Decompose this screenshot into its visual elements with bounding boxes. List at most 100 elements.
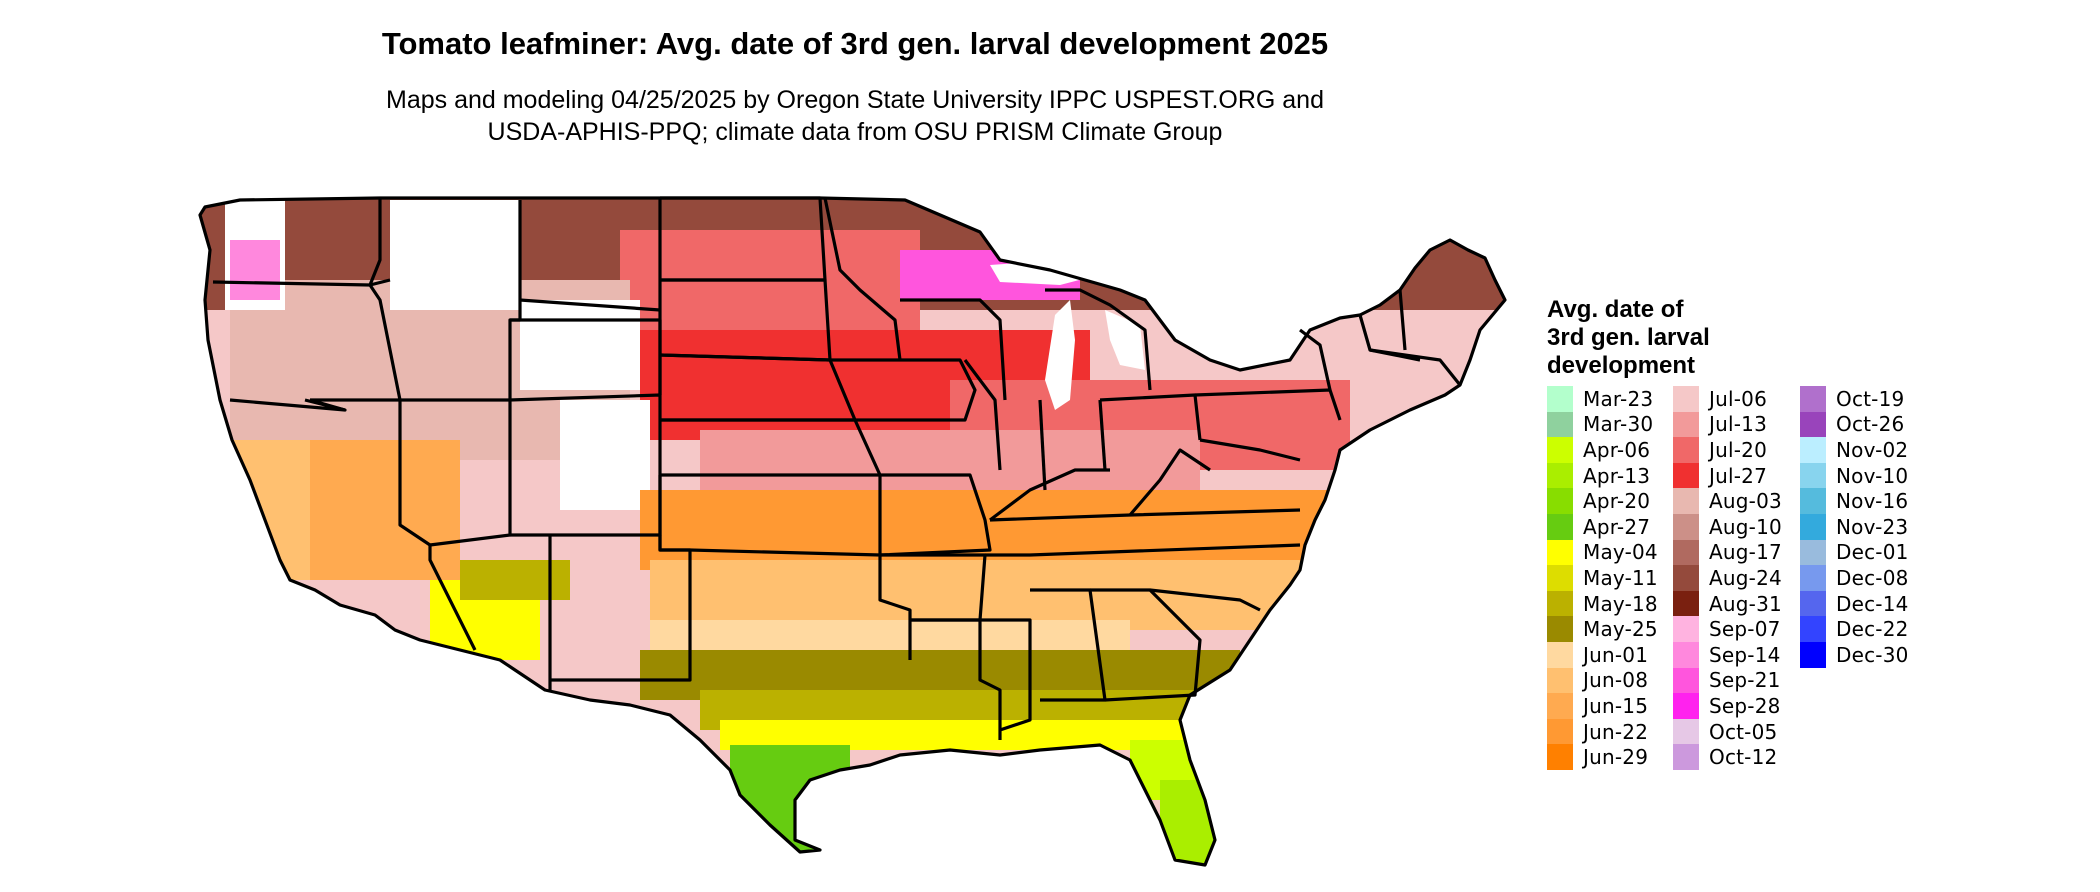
legend-label: May-04: [1583, 540, 1658, 565]
border-ok-west: [658, 475, 690, 552]
legend-swatch: [1800, 386, 1826, 412]
border-in-oh: [1098, 399, 1107, 471]
lake-huron: [1105, 310, 1145, 370]
legend-swatch: [1547, 565, 1573, 591]
legend-label: Aug-10: [1709, 514, 1782, 539]
legend-swatch: [1800, 462, 1826, 489]
legend-item: Aug-10: [1673, 513, 1782, 540]
border-ny-pa: [1299, 328, 1332, 391]
border-ms: [980, 618, 1032, 732]
border-al: [1030, 588, 1107, 702]
legend-swatch: [1673, 539, 1699, 566]
legend-label: Nov-02: [1836, 437, 1909, 462]
legend-item: Dec-30: [1800, 641, 1909, 668]
border-in-west: [1038, 399, 1047, 491]
legend-item: Mar-30: [1547, 411, 1658, 438]
legend-title: Avg. date of 3rd gen. larval development: [1547, 296, 1807, 380]
border-md: [1199, 438, 1301, 462]
legend-swatch: [1547, 488, 1573, 514]
legend-column-3: Oct-19 Oct-26 Nov-02 Nov-10 Nov-16 Nov-23 Dec-…: [1800, 386, 1909, 668]
legend-label: Aug-03: [1709, 489, 1782, 514]
legend-label: Oct-05: [1709, 719, 1778, 744]
legend-label: Jul-20: [1709, 437, 1767, 462]
legend-item: Apr-13: [1547, 462, 1658, 489]
legend-swatch: [1800, 513, 1826, 540]
us-outline: [198, 196, 1507, 867]
legend-item: Jul-06: [1673, 386, 1782, 412]
border-id-west: [368, 198, 402, 401]
legend-swatch: [1547, 539, 1573, 566]
border-il: [963, 359, 1002, 471]
legend-item: Nov-02: [1800, 437, 1909, 463]
legend-swatch: [1547, 590, 1573, 617]
legend-item: Sep-07: [1673, 616, 1782, 642]
legend-item: Jul-20: [1673, 437, 1782, 463]
legend-swatch: [1800, 565, 1826, 591]
border-sc-north: [1149, 588, 1261, 612]
legend-swatch: [1800, 539, 1826, 566]
legend-item: May-04: [1547, 539, 1658, 566]
legend-item: Nov-16: [1800, 488, 1909, 514]
legend-label: Jun-01: [1583, 642, 1649, 667]
legend-label: Mar-30: [1583, 412, 1654, 437]
border-ks: [660, 418, 882, 477]
legend-item: Oct-12: [1673, 744, 1782, 770]
legend-item: Aug-31: [1673, 590, 1782, 617]
legend-label: Sep-07: [1709, 617, 1781, 642]
legend-label: Sep-21: [1709, 668, 1781, 693]
lake-michigan: [1045, 300, 1075, 410]
legend-swatch: [1673, 667, 1699, 694]
map-title: Tomato leafminer: Avg. date of 3rd gen. …: [381, 26, 1329, 61]
legend-item: Oct-19: [1800, 386, 1909, 412]
border-mo: [879, 473, 992, 557]
legend-swatch: [1673, 744, 1699, 770]
border-tn-south: [985, 543, 1301, 557]
border-az-west: [428, 545, 477, 651]
legend-item: Aug-03: [1673, 488, 1782, 514]
legend-swatch: [1673, 437, 1699, 463]
legend-swatch: [1673, 641, 1699, 668]
legend-item: Jul-27: [1673, 462, 1782, 489]
legend-swatch: [1547, 386, 1573, 412]
legend-swatch: [1673, 590, 1699, 617]
border-mi: [1045, 288, 1152, 391]
legend-label: May-18: [1583, 591, 1658, 616]
legend-label: Dec-30: [1836, 642, 1909, 667]
legend-swatch: [1673, 513, 1699, 540]
legend-label: Jul-13: [1709, 412, 1767, 437]
legend-label: Apr-06: [1583, 437, 1651, 462]
legend-column-1: Mar-23 Mar-30 Apr-06 Apr-13 Apr-20 Apr-27 May-…: [1547, 386, 1658, 770]
legend-swatch: [1547, 667, 1573, 694]
legend-item: Aug-17: [1673, 539, 1782, 566]
legend-item: Sep-21: [1673, 667, 1782, 694]
border-ky: [989, 468, 1110, 522]
legend-swatch: [1800, 641, 1826, 668]
border-ga: [1090, 588, 1202, 702]
legend-item: Apr-20: [1547, 488, 1658, 514]
border-ky-wv: [1128, 448, 1211, 517]
legend-swatch: [1547, 616, 1573, 642]
legend-title-line-3: development: [1547, 352, 1696, 379]
border-nh-me: [1398, 289, 1407, 351]
legend-swatch: [1547, 744, 1573, 770]
legend-label: Jun-15: [1583, 693, 1649, 718]
legend-label: Apr-27: [1583, 514, 1651, 539]
legend-title-line-1: Avg. date of: [1547, 296, 1684, 323]
border-ma: [1369, 348, 1462, 386]
legend-item: Sep-28: [1673, 693, 1782, 719]
legend-label: Dec-22: [1836, 617, 1909, 642]
legend-swatch: [1547, 437, 1573, 463]
state-borders: [198, 196, 1507, 867]
legend-item: Apr-06: [1547, 437, 1658, 463]
us-map-svg: [198, 196, 1507, 867]
legend-item: Dec-08: [1800, 565, 1909, 591]
legend-swatch: [1800, 590, 1826, 617]
legend-item: Dec-14: [1800, 590, 1909, 617]
legend-label: Oct-12: [1709, 745, 1778, 770]
legend-label: May-11: [1583, 565, 1658, 590]
legend-item: Jun-08: [1547, 667, 1658, 694]
map-subtitle: Maps and modeling 04/25/2025 by Oregon S…: [200, 84, 1510, 148]
legend-swatch: [1673, 488, 1699, 514]
legend-label: Jun-29: [1583, 745, 1649, 770]
legend-swatch: [1673, 616, 1699, 642]
